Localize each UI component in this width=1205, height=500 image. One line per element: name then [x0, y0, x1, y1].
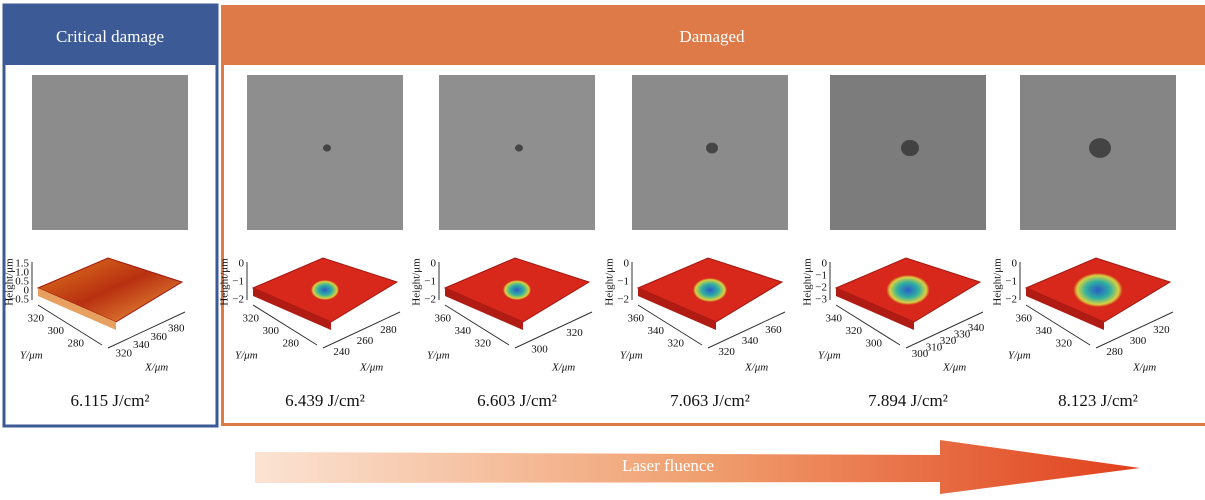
- height-label: Height/μm: [4, 258, 16, 306]
- x-label: X/μm: [1132, 362, 1156, 374]
- height-tick: −3: [815, 294, 827, 306]
- damage-spot: [323, 144, 331, 151]
- y-tick: 360: [435, 313, 452, 325]
- y-tick: 320: [1056, 337, 1073, 349]
- height-tick: 0: [822, 258, 828, 270]
- x-label: X/μm: [942, 362, 966, 374]
- y-label: Y/μm: [620, 350, 643, 362]
- height-tick: −1: [815, 270, 827, 282]
- y-tick: 340: [826, 313, 843, 325]
- y-label: Y/μm: [235, 350, 258, 362]
- y-tick: 280: [68, 337, 85, 349]
- x-tick: 260: [357, 335, 374, 347]
- height-tick: −2: [617, 294, 629, 306]
- fluence: 6.115 J/cm²: [70, 391, 149, 410]
- height-tick: −1: [1005, 276, 1017, 288]
- y-tick: 280: [283, 337, 300, 349]
- arrow-label: Laser fluence: [622, 456, 714, 475]
- x-tick: 300: [531, 343, 548, 355]
- x-tick: 340: [968, 322, 985, 334]
- height-tick: −2: [815, 282, 827, 294]
- damaged-edge: [221, 5, 224, 426]
- x-tick: 280: [380, 324, 397, 336]
- page: {"header": {"critical": "Critical damage…: [0, 0, 1205, 495]
- pit: [887, 275, 930, 305]
- x-tick: 340: [133, 339, 150, 351]
- y-tick: 300: [866, 337, 883, 349]
- height-label: Height/μm: [219, 258, 231, 306]
- height-tick: −1: [617, 276, 629, 288]
- height-tick: −2: [424, 294, 436, 306]
- x-tick: 340: [742, 335, 759, 347]
- height-tick: 0: [1012, 258, 1018, 270]
- x-label: X/μm: [144, 362, 168, 374]
- fluence: 6.439 J/cm²: [285, 391, 365, 410]
- y-tick: 320: [846, 325, 863, 337]
- damage-spot: [515, 144, 523, 151]
- critical-title: Critical damage: [56, 27, 164, 46]
- height-tick: 0: [239, 258, 245, 270]
- y-tick: 300: [263, 325, 280, 337]
- height-tick: −1: [232, 276, 244, 288]
- height-label: Height/μm: [992, 258, 1004, 306]
- x-tick: 280: [1106, 346, 1123, 358]
- y-tick: 340: [648, 325, 665, 337]
- y-tick: 320: [28, 313, 45, 325]
- figure: Critical damage Damaged Laser fluence 1.…: [0, 0, 1205, 495]
- x-tick: 300: [1130, 335, 1147, 347]
- fluence: 7.063 J/cm²: [670, 391, 750, 410]
- height-label: Height/μm: [802, 258, 814, 306]
- fluence: 7.894 J/cm²: [868, 391, 948, 410]
- x-tick: 320: [1153, 324, 1170, 336]
- x-label: X/μm: [744, 362, 768, 374]
- micrograph: [32, 75, 188, 230]
- y-tick: 360: [628, 313, 645, 325]
- pit: [503, 280, 531, 300]
- damage-spot: [1089, 138, 1111, 158]
- height-tick: −1: [424, 276, 436, 288]
- x-tick: 320: [116, 347, 133, 359]
- y-label: Y/μm: [427, 350, 450, 362]
- y-tick: 320: [475, 337, 492, 349]
- pit: [693, 278, 727, 302]
- height-tick: −2: [232, 294, 244, 306]
- y-tick: 300: [48, 325, 65, 337]
- x-tick: 380: [168, 323, 185, 335]
- y-tick: 360: [1016, 313, 1033, 325]
- damaged-title: Damaged: [679, 27, 745, 46]
- pit: [311, 280, 339, 300]
- x-tick: 320: [718, 346, 735, 358]
- x-tick: 240: [333, 346, 350, 358]
- height-label: Height/μm: [411, 258, 423, 306]
- height-tick: −2: [1005, 294, 1017, 306]
- y-tick: 340: [1036, 325, 1053, 337]
- height-tick: 0: [624, 258, 630, 270]
- x-tick: 360: [151, 331, 168, 343]
- micrograph: [247, 75, 403, 230]
- y-tick: 320: [243, 313, 260, 325]
- micrograph: [439, 75, 595, 230]
- damaged-baseline: [221, 423, 1205, 426]
- height-tick: 0: [431, 258, 437, 270]
- y-tick: 320: [668, 337, 685, 349]
- y-label: Y/μm: [818, 350, 841, 362]
- x-tick: 360: [765, 324, 782, 336]
- y-tick: 340: [455, 325, 472, 337]
- fluence: 6.603 J/cm²: [477, 391, 557, 410]
- damage-spot: [706, 143, 718, 154]
- x-label: X/μm: [359, 362, 383, 374]
- y-label: Y/μm: [1008, 350, 1031, 362]
- pit: [1074, 273, 1123, 307]
- fluence: 8.123 J/cm²: [1058, 391, 1138, 410]
- damage-spot: [901, 140, 919, 156]
- surface: [38, 258, 182, 322]
- x-label: X/μm: [551, 362, 575, 374]
- height-label: Height/μm: [604, 258, 616, 306]
- y-label: Y/μm: [20, 350, 43, 362]
- x-tick: 320: [566, 327, 583, 339]
